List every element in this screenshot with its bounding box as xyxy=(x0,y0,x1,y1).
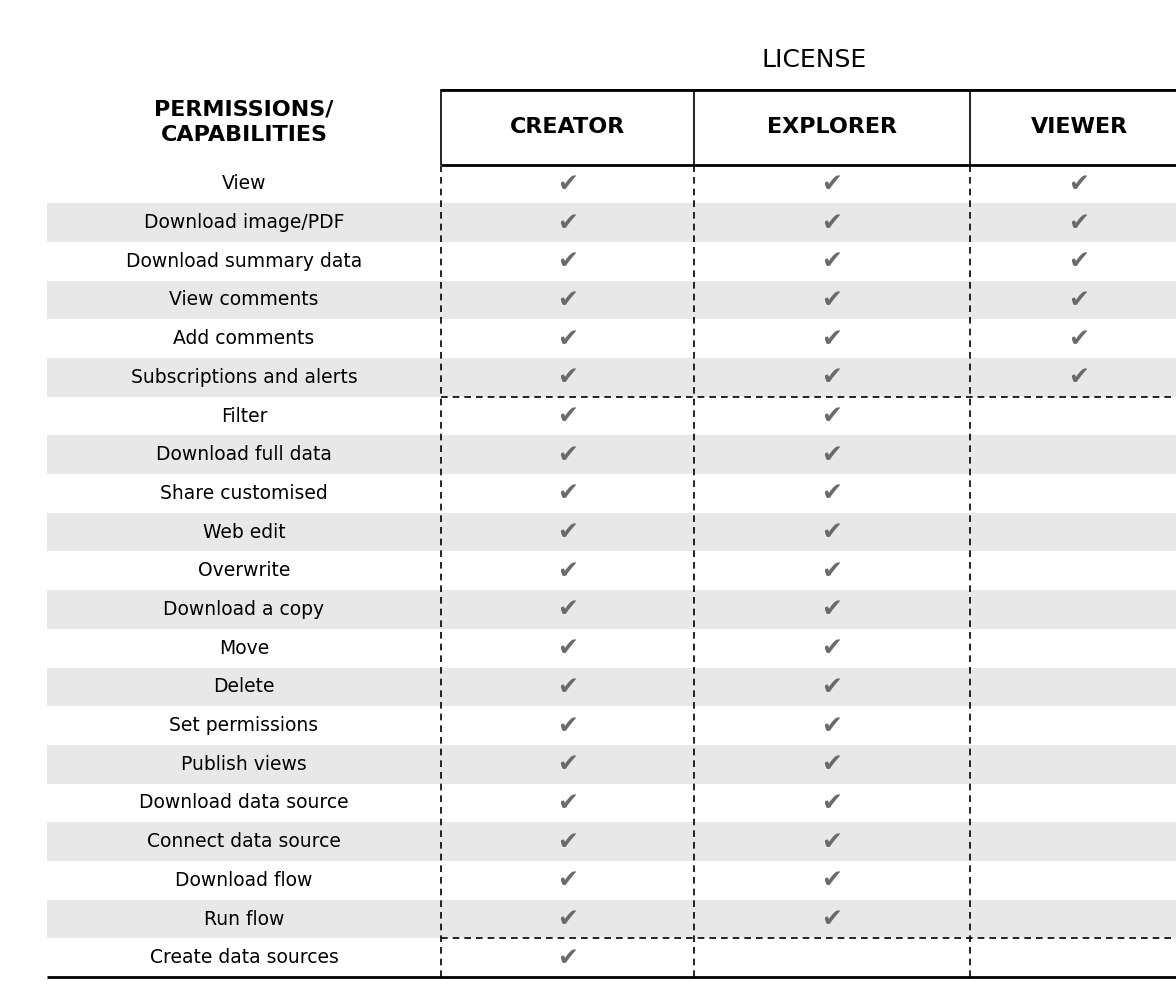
Text: VIEWER: VIEWER xyxy=(1030,117,1128,138)
Bar xyxy=(47,551,1176,590)
Text: ✔: ✔ xyxy=(1069,365,1089,389)
Text: LICENSE: LICENSE xyxy=(762,48,867,72)
Text: ✔: ✔ xyxy=(822,597,842,621)
Text: View comments: View comments xyxy=(169,290,319,309)
Text: ✔: ✔ xyxy=(557,249,577,273)
Text: ✔: ✔ xyxy=(822,675,842,699)
Text: CREATOR: CREATOR xyxy=(509,117,626,138)
Text: ✔: ✔ xyxy=(557,404,577,428)
Text: ✔: ✔ xyxy=(557,210,577,234)
Text: View: View xyxy=(222,174,266,193)
Bar xyxy=(47,629,1176,668)
Text: Download flow: Download flow xyxy=(175,870,313,890)
Text: Add comments: Add comments xyxy=(173,329,315,348)
Bar xyxy=(47,590,1176,629)
Text: ✔: ✔ xyxy=(557,946,577,970)
Bar xyxy=(47,319,1176,358)
Text: Subscriptions and alerts: Subscriptions and alerts xyxy=(131,368,358,387)
Text: Download a copy: Download a copy xyxy=(163,600,325,619)
Text: ✔: ✔ xyxy=(822,482,842,505)
Text: ✔: ✔ xyxy=(1069,288,1089,312)
Text: Download data source: Download data source xyxy=(139,794,349,813)
Text: Download full data: Download full data xyxy=(156,446,332,465)
Bar xyxy=(47,899,1176,938)
Text: Set permissions: Set permissions xyxy=(169,716,319,735)
Text: PERMISSIONS/
CAPABILITIES: PERMISSIONS/ CAPABILITIES xyxy=(154,100,334,145)
Text: ✔: ✔ xyxy=(822,714,842,738)
Text: ✔: ✔ xyxy=(557,520,577,544)
Bar xyxy=(47,938,1176,977)
Text: ✔: ✔ xyxy=(822,868,842,892)
Text: ✔: ✔ xyxy=(822,327,842,351)
Text: ✔: ✔ xyxy=(1069,210,1089,234)
Text: ✔: ✔ xyxy=(822,443,842,467)
Text: ✔: ✔ xyxy=(557,907,577,931)
Bar xyxy=(47,203,1176,242)
Text: ✔: ✔ xyxy=(1069,171,1089,195)
Text: Move: Move xyxy=(219,639,269,658)
Bar xyxy=(47,242,1176,280)
Bar xyxy=(47,745,1176,784)
Bar xyxy=(47,280,1176,319)
Text: ✔: ✔ xyxy=(1069,327,1089,351)
Text: ✔: ✔ xyxy=(557,288,577,312)
Bar xyxy=(47,436,1176,474)
Text: ✔: ✔ xyxy=(557,171,577,195)
Bar xyxy=(47,358,1176,397)
Text: ✔: ✔ xyxy=(822,636,842,660)
Text: ✔: ✔ xyxy=(557,830,577,853)
Text: ✔: ✔ xyxy=(557,791,577,815)
Text: ✔: ✔ xyxy=(822,791,842,815)
Text: ✔: ✔ xyxy=(822,171,842,195)
Text: Publish views: Publish views xyxy=(181,755,307,774)
Text: Overwrite: Overwrite xyxy=(198,561,290,580)
Text: Download image/PDF: Download image/PDF xyxy=(143,213,345,232)
Text: ✔: ✔ xyxy=(557,365,577,389)
Text: ✔: ✔ xyxy=(822,210,842,234)
Text: ✔: ✔ xyxy=(557,443,577,467)
Text: ✔: ✔ xyxy=(557,597,577,621)
Text: Run flow: Run flow xyxy=(203,909,285,928)
Text: Connect data source: Connect data source xyxy=(147,832,341,851)
Text: ✔: ✔ xyxy=(822,558,842,583)
Text: ✔: ✔ xyxy=(557,636,577,660)
Text: ✔: ✔ xyxy=(822,249,842,273)
Text: ✔: ✔ xyxy=(822,365,842,389)
Bar xyxy=(47,823,1176,861)
Text: ✔: ✔ xyxy=(557,753,577,777)
Text: EXPLORER: EXPLORER xyxy=(767,117,897,138)
Text: ✔: ✔ xyxy=(822,830,842,853)
Text: ✔: ✔ xyxy=(557,675,577,699)
Text: ✔: ✔ xyxy=(557,714,577,738)
Text: ✔: ✔ xyxy=(822,520,842,544)
Text: Filter: Filter xyxy=(221,407,267,426)
Text: ✔: ✔ xyxy=(822,404,842,428)
Bar xyxy=(47,512,1176,551)
Bar xyxy=(47,784,1176,823)
Bar xyxy=(47,474,1176,512)
Text: ✔: ✔ xyxy=(822,907,842,931)
Bar xyxy=(47,397,1176,436)
Text: Download summary data: Download summary data xyxy=(126,251,362,271)
Bar xyxy=(47,668,1176,706)
Text: ✔: ✔ xyxy=(557,327,577,351)
Text: ✔: ✔ xyxy=(822,753,842,777)
Text: Share customised: Share customised xyxy=(160,484,328,502)
Text: Create data sources: Create data sources xyxy=(149,948,339,967)
Bar xyxy=(47,706,1176,745)
Bar xyxy=(47,165,1176,203)
Text: ✔: ✔ xyxy=(1069,249,1089,273)
Text: ✔: ✔ xyxy=(557,868,577,892)
Text: Delete: Delete xyxy=(213,677,275,696)
Bar xyxy=(47,90,1176,165)
Bar xyxy=(47,861,1176,899)
Text: ✔: ✔ xyxy=(557,482,577,505)
Text: Web edit: Web edit xyxy=(202,522,286,541)
Text: ✔: ✔ xyxy=(557,558,577,583)
Text: ✔: ✔ xyxy=(822,288,842,312)
